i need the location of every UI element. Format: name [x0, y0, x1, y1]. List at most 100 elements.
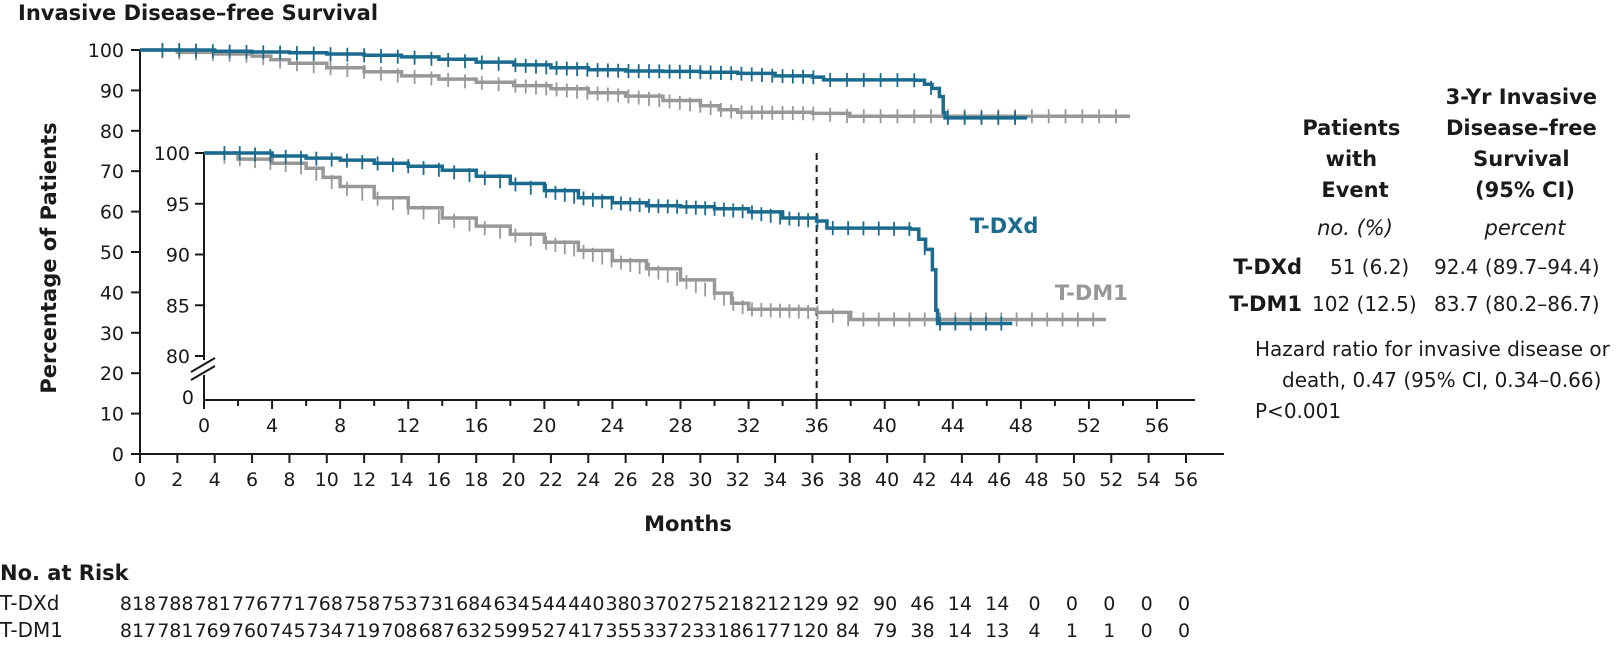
at-risk-value: 84	[836, 620, 860, 642]
main-x-tick-label: 4	[209, 469, 221, 491]
summary-table: Patients with Event 3-Yr Invasive Diseas…	[1229, 85, 1605, 316]
at-risk-row-label: T-DXd	[0, 591, 59, 615]
inset-x-tick-label: 40	[873, 415, 897, 437]
inset-x-tick-label: 52	[1077, 415, 1101, 437]
at-risk-value: 1	[1103, 620, 1115, 642]
at-risk-value: 771	[269, 593, 305, 615]
main-y-tick-label: 0	[112, 444, 124, 466]
at-risk-value: 0	[1141, 620, 1153, 642]
main-y-tick-label: 90	[100, 80, 124, 102]
main-x-tick-label: 46	[987, 469, 1011, 491]
at-risk-value: 120	[792, 620, 828, 642]
at-risk-value: 734	[307, 620, 343, 642]
inset-x-tick-label: 20	[532, 415, 556, 437]
at-risk-value: 544	[531, 593, 567, 615]
hazard-note-line: P<0.001	[1255, 399, 1341, 423]
at-risk-value: 818	[120, 593, 156, 615]
table-cell-survival: 92.4 (89.7–94.4)	[1434, 255, 1600, 279]
series-label-tdm1: T-DM1	[1055, 281, 1128, 305]
at-risk-value: 0	[1103, 593, 1115, 615]
inset-y-ticks: 80 85 90 95 100	[154, 143, 204, 368]
inset-x-tick-label: 44	[941, 415, 965, 437]
inset-x-tick-label: 8	[334, 415, 346, 437]
at-risk-value: 708	[381, 620, 417, 642]
at-risk-value: 90	[873, 593, 897, 615]
main-y-ticks: 0 10 20 30 40 50 60 70 80 90 100	[88, 40, 140, 466]
at-risk-value: 14	[948, 593, 972, 615]
main-x-tick-label: 28	[651, 469, 675, 491]
main-y-tick-label: 60	[100, 202, 124, 224]
main-x-tick-label: 26	[614, 469, 638, 491]
main-x-tick-label: 50	[1062, 469, 1086, 491]
inset-x-tick-label: 32	[736, 415, 760, 437]
main-x-tick-label: 48	[1024, 469, 1048, 491]
at-risk-value: 370	[643, 593, 679, 615]
main-y-tick-label: 50	[100, 242, 124, 264]
main-x-tick-label: 38	[838, 469, 862, 491]
at-risk-value: 599	[493, 620, 529, 642]
inset-curve-tdxd	[204, 151, 1013, 326]
at-risk-value: 788	[157, 593, 193, 615]
main-x-tick-label: 6	[246, 469, 258, 491]
table-header-survival: 3-Yr Invasive Disease–free Survival (95%…	[1446, 85, 1605, 202]
at-risk-value: 38	[910, 620, 934, 642]
at-risk-value: 417	[568, 620, 604, 642]
main-x-tick-label: 8	[283, 469, 295, 491]
main-x-tick-label: 54	[1137, 469, 1161, 491]
inset-y-tick-label: 95	[166, 194, 190, 216]
at-risk-value: 4	[1029, 620, 1041, 642]
at-risk-value: 760	[232, 620, 268, 642]
at-risk-value: 768	[307, 593, 343, 615]
table-cell-survival: 83.7 (80.2–86.7)	[1434, 292, 1600, 316]
at-risk-value: 527	[531, 620, 567, 642]
inset-x-tick-label: 4	[266, 415, 278, 437]
at-risk-value: 233	[680, 620, 716, 642]
at-risk-values: 818 788 781 776 771 768 758 753 731 684 634 544 440 3…	[120, 593, 1190, 642]
main-x-tick-label: 56	[1174, 469, 1198, 491]
main-y-tick-label: 30	[100, 323, 124, 345]
inset-y-tick-label: 100	[154, 143, 190, 165]
main-y-tick-label: 100	[88, 40, 124, 62]
at-risk-value: 0	[1141, 593, 1153, 615]
at-risk-value: 731	[419, 593, 455, 615]
main-x-ticks: 0 2 4 6 8 10 12 14 16 18 20 22 24 26 28 30 32 34 36 38 40 42 4…	[134, 454, 1198, 491]
inset-x-tick-label: 0	[198, 415, 210, 437]
main-x-tick-label: 24	[576, 469, 600, 491]
series-label-tdxd: T-DXd	[970, 214, 1039, 238]
table-cell-events: 102 (12.5)	[1312, 292, 1417, 316]
inset-y-tick-label: 80	[166, 346, 190, 368]
table-row-label: T-DM1	[1229, 292, 1302, 316]
at-risk-value: 769	[195, 620, 231, 642]
main-x-tick-label: 44	[950, 469, 974, 491]
at-risk-value: 218	[718, 593, 754, 615]
inset-x-tick-label: 56	[1145, 415, 1169, 437]
at-risk-value: 129	[792, 593, 828, 615]
hazard-note-line: Hazard ratio for invasive disease or	[1255, 337, 1611, 361]
table-header-events: Patients with Event	[1302, 116, 1407, 202]
at-risk-value: 380	[606, 593, 642, 615]
main-y-tick-label: 40	[100, 282, 124, 304]
at-risk-value: 753	[381, 593, 417, 615]
at-risk-value: 719	[344, 620, 380, 642]
main-x-tick-label: 32	[726, 469, 750, 491]
inset-x-tick-label: 12	[396, 415, 420, 437]
hazard-ratio-note: Hazard ratio for invasive disease or dea…	[1255, 337, 1611, 423]
inset-x-tick-label: 24	[600, 415, 624, 437]
at-risk-value: 817	[120, 620, 156, 642]
at-risk-value: 177	[755, 620, 791, 642]
main-x-tick-label: 12	[352, 469, 376, 491]
main-x-tick-label: 10	[315, 469, 339, 491]
main-x-tick-label: 52	[1099, 469, 1123, 491]
main-x-tick-label: 36	[800, 469, 824, 491]
table-cell-events: 51 (6.2)	[1330, 255, 1409, 279]
at-risk-value: 186	[718, 620, 754, 642]
main-x-tick-label: 42	[912, 469, 936, 491]
main-x-tick-label: 30	[688, 469, 712, 491]
main-x-tick-label: 20	[501, 469, 525, 491]
main-y-tick-label: 10	[100, 404, 124, 426]
at-risk-value: 684	[456, 593, 492, 615]
at-risk-value: 440	[568, 593, 604, 615]
at-risk-value: 0	[1178, 620, 1190, 642]
inset-y-tick-label: 90	[166, 245, 190, 267]
